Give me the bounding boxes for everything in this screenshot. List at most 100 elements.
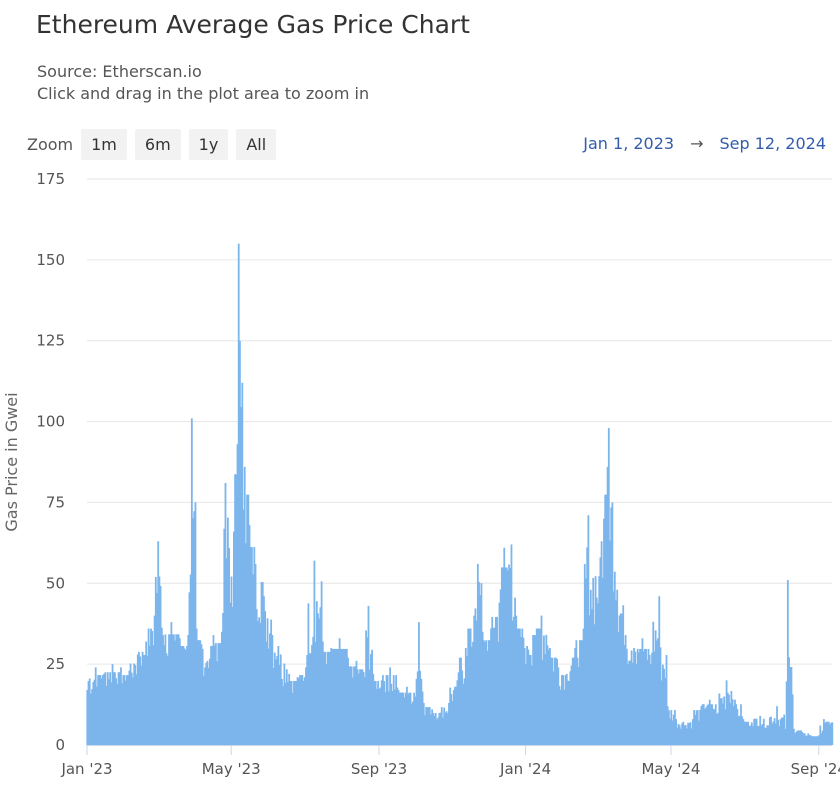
bar: [313, 560, 316, 745]
bar: [468, 628, 471, 745]
bar: [217, 643, 220, 745]
bar: [475, 620, 478, 745]
zoom-1m-button[interactable]: 1m: [81, 129, 127, 160]
bar: [635, 664, 638, 745]
bar: [634, 651, 637, 745]
bar: [103, 673, 106, 745]
bar: [538, 628, 541, 745]
bar: [114, 672, 116, 745]
bar: [665, 654, 668, 745]
bar-series: [86, 243, 834, 745]
bar: [168, 634, 170, 745]
bar: [138, 651, 140, 745]
bar: [354, 666, 357, 745]
bar: [230, 576, 233, 745]
bar: [218, 643, 221, 745]
bar: [151, 630, 154, 745]
bar: [308, 653, 311, 745]
bar: [419, 670, 422, 745]
bar: [136, 654, 139, 745]
bar: [240, 407, 243, 745]
bar: [717, 712, 720, 745]
bar: [622, 605, 625, 745]
bar: [533, 635, 536, 745]
bar: [348, 666, 351, 745]
bar: [753, 718, 756, 745]
bar: [383, 681, 385, 745]
bar: [653, 651, 656, 745]
bar: [289, 680, 292, 745]
bar: [494, 616, 497, 745]
bar: [520, 636, 522, 745]
bar: [315, 601, 318, 745]
bar: [140, 665, 143, 745]
bar: [357, 673, 360, 745]
bar: [267, 648, 270, 745]
range-to-input[interactable]: Sep 12, 2024: [719, 134, 827, 153]
bar: [831, 722, 834, 745]
zoom-6m-button[interactable]: 6m: [134, 129, 181, 160]
bar: [433, 715, 436, 745]
bar: [466, 656, 468, 745]
bar: [237, 243, 240, 745]
bar: [600, 541, 603, 745]
bar: [807, 733, 810, 745]
bar: [174, 640, 176, 745]
bar: [93, 679, 96, 745]
bar: [488, 640, 491, 745]
bar: [320, 581, 323, 745]
bar: [545, 634, 548, 745]
bar: [337, 648, 340, 745]
bar: [341, 648, 343, 745]
bar: [625, 648, 628, 745]
bar: [96, 686, 98, 745]
bar: [430, 714, 432, 745]
bar: [104, 672, 107, 745]
bar: [696, 710, 699, 745]
bar: [711, 704, 714, 745]
bar: [192, 518, 194, 745]
bar: [723, 696, 726, 745]
bar: [147, 628, 150, 745]
bar: [599, 557, 602, 745]
bar: [609, 540, 611, 745]
bar: [259, 622, 262, 745]
bar: [449, 687, 452, 745]
bar: [503, 547, 506, 745]
bar: [784, 728, 787, 745]
bar: [684, 725, 687, 745]
y-tick-label: 100: [36, 413, 65, 431]
bar: [241, 382, 244, 745]
bar: [277, 646, 280, 745]
bar: [544, 654, 547, 745]
bar: [595, 597, 598, 745]
bar: [521, 628, 524, 745]
bar: [604, 494, 607, 745]
bar: [540, 615, 543, 745]
bar: [263, 596, 265, 745]
bar: [577, 666, 580, 745]
bar: [803, 733, 806, 745]
bar: [508, 564, 510, 745]
bar: [482, 640, 485, 745]
zoom-all-button[interactable]: All: [236, 129, 277, 160]
bar: [587, 515, 590, 745]
bar: [487, 640, 490, 745]
bar: [199, 640, 202, 745]
bar: [178, 638, 181, 745]
bar: [249, 547, 252, 745]
bar: [347, 657, 349, 745]
bar: [687, 722, 690, 745]
bar: [202, 675, 205, 745]
range-from-input[interactable]: Jan 1, 2023: [583, 134, 675, 153]
bar: [802, 733, 805, 745]
bar: [342, 648, 345, 745]
zoom-hint-text: Click and drag in the plot area to zoom …: [37, 84, 370, 103]
bar: [205, 662, 208, 745]
bar: [768, 717, 771, 745]
bar: [738, 716, 741, 745]
zoom-1y-button[interactable]: 1y: [188, 129, 229, 160]
bar: [677, 723, 680, 745]
bar: [133, 663, 136, 745]
